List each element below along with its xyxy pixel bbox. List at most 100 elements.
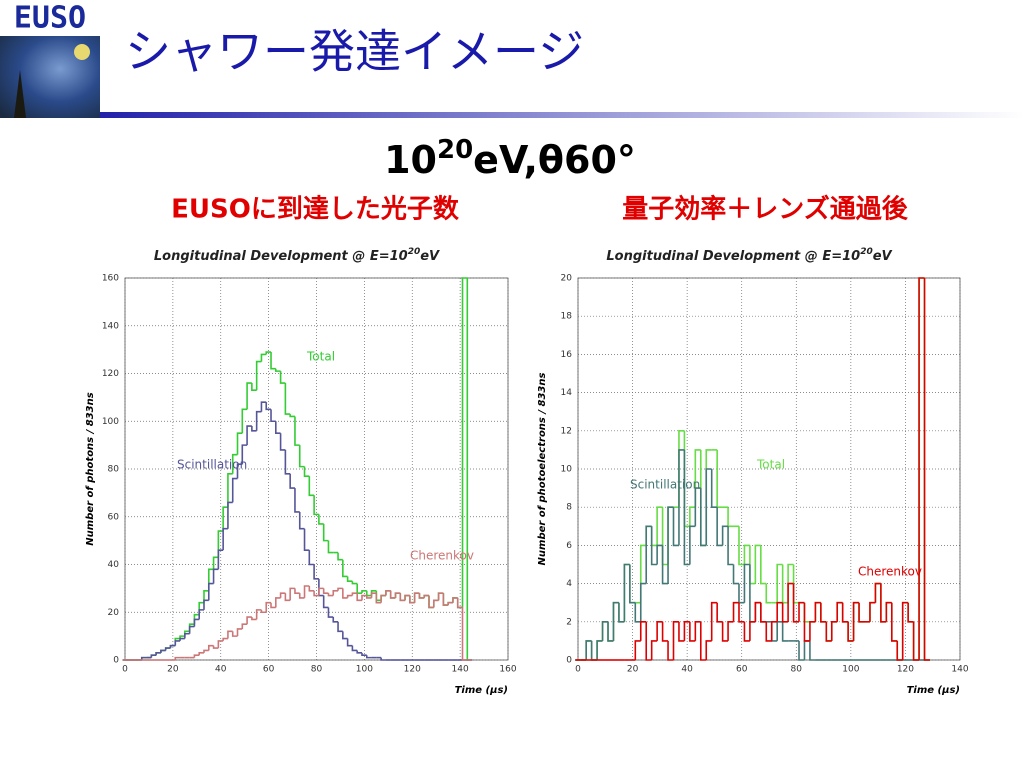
x-tick-label: 120 (897, 665, 914, 675)
histogram-bin (727, 621, 734, 641)
histogram-bin (841, 602, 849, 623)
x-tick-label: 140 (951, 665, 968, 675)
histogram-bin (289, 473, 295, 489)
histogram-bin (337, 552, 343, 561)
histogram-bin (389, 590, 396, 599)
histogram-bin (241, 408, 248, 434)
x-tick-label: 160 (499, 665, 516, 675)
histogram-bin (337, 587, 343, 591)
y-tick-label: 140 (102, 321, 119, 331)
histogram-bin (231, 631, 238, 637)
histogram-bin (246, 425, 252, 446)
histogram-bin (743, 544, 750, 565)
histogram-bin (461, 607, 468, 661)
histogram-bin (356, 650, 362, 654)
histogram-bin (160, 649, 166, 653)
histogram-bin (418, 593, 425, 599)
histogram-bin (289, 587, 295, 601)
histogram-bin (255, 410, 262, 431)
histogram-bin (437, 592, 444, 601)
histogram-bin (885, 601, 892, 622)
histogram-bin (667, 506, 674, 584)
histogram-bin (279, 371, 286, 384)
histogram-bin (661, 545, 669, 585)
histogram-bin (351, 592, 358, 596)
subtitle-base: 10 (384, 138, 437, 182)
y-tick-label: 6 (566, 541, 572, 551)
histogram-bin (217, 640, 224, 649)
histogram-bin (227, 472, 233, 508)
histogram-bin (694, 621, 701, 641)
histogram-bin (743, 621, 750, 642)
histogram-bin (738, 602, 745, 623)
histogram-bin (639, 621, 647, 641)
y-tick-label: 4 (566, 579, 572, 589)
histogram-bin (716, 602, 723, 623)
histogram-bin (356, 593, 362, 602)
histogram-bin (270, 409, 276, 423)
histogram-bin (284, 593, 291, 602)
histogram-bin (836, 601, 843, 622)
histogram-bin (260, 609, 267, 614)
histogram-bin (683, 449, 690, 566)
histogram-bin (607, 621, 614, 642)
histogram-bin (645, 621, 652, 661)
y-axis-label: Number of photons / 833ns (85, 392, 96, 545)
histogram-bin (874, 582, 881, 603)
chart-frame (532, 240, 972, 702)
y-tick-label: 10 (561, 465, 573, 475)
chart-title-text: Longitudinal Development @ E=10 (154, 249, 408, 264)
histogram-bin (313, 590, 319, 597)
histogram-bin (313, 564, 319, 580)
y-tick-label: 2 (566, 617, 572, 627)
histogram-bin (825, 621, 832, 642)
y-tick-label: 14 (561, 388, 573, 398)
histogram-bin (227, 630, 233, 639)
histogram-bin (423, 594, 430, 598)
histogram-bin (188, 625, 195, 634)
histogram-bin (820, 602, 827, 623)
histogram-bin (346, 576, 353, 583)
histogram-bin (303, 585, 310, 598)
histogram-bin (241, 444, 248, 465)
histogram-bin (727, 526, 734, 566)
histogram-bin (260, 401, 267, 412)
histogram-bin (236, 463, 243, 479)
histogram-bin (174, 640, 181, 646)
x-tick-label: 0 (575, 665, 581, 675)
histogram-bin (639, 582, 647, 622)
histogram-bin (212, 556, 219, 570)
y-tick-label: 100 (102, 417, 119, 427)
histogram-bin (385, 589, 391, 596)
histogram-bin (251, 617, 257, 621)
histogram-bin (809, 621, 816, 641)
histogram-bin (164, 647, 171, 651)
histogram-bin (346, 638, 353, 647)
histogram-bin (738, 526, 745, 566)
slide-title: シャワー発達イメージ (125, 25, 584, 79)
x-axis-label: Time (μs) (455, 685, 508, 696)
histogram-bin (198, 609, 204, 620)
histogram-bin (776, 601, 783, 622)
histogram-bin (432, 599, 439, 608)
logo-text: EUSO (14, 1, 86, 36)
x-tick-label: 20 (167, 665, 179, 675)
x-axis-label: Time (μs) (907, 685, 960, 696)
histogram-bin (413, 592, 420, 603)
histogram-bin (298, 593, 305, 599)
histogram-bin (710, 469, 718, 508)
histogram-bin (318, 514, 324, 525)
histogram-bin (279, 592, 286, 598)
histogram-bin (656, 621, 663, 641)
histogram-bin (428, 595, 434, 609)
histogram-bin (912, 621, 920, 661)
y-tick-label: 80 (108, 465, 120, 475)
chart-title-sup: 20 (860, 247, 873, 257)
histogram-bin (776, 563, 783, 603)
chart-title-end: eV (873, 249, 893, 264)
histogram-bin (270, 352, 276, 370)
histogram-bin (792, 583, 800, 623)
histogram-bin (798, 601, 805, 622)
histogram-bin (852, 601, 860, 641)
histogram-bin (361, 594, 367, 601)
